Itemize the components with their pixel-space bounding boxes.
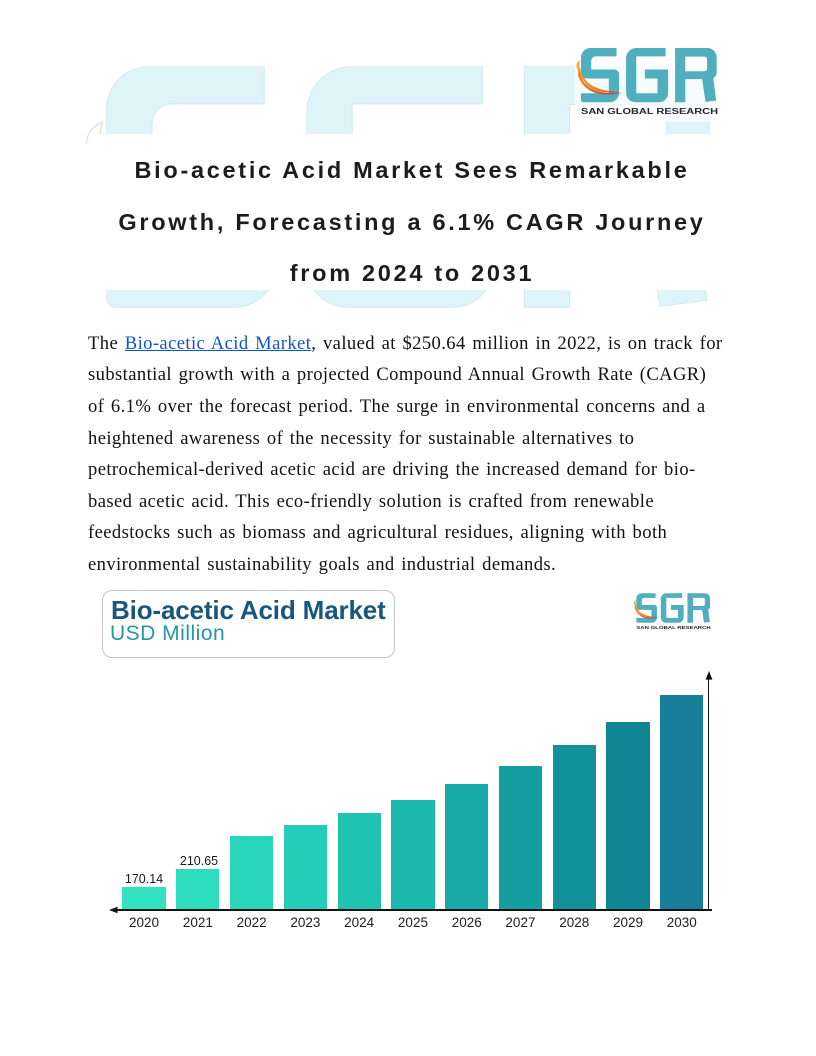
- svg-text:SAN GLOBAL RESEARCH: SAN GLOBAL RESEARCH: [581, 107, 718, 116]
- svg-text:SAN GLOBAL RESEARCH: SAN GLOBAL RESEARCH: [637, 625, 711, 630]
